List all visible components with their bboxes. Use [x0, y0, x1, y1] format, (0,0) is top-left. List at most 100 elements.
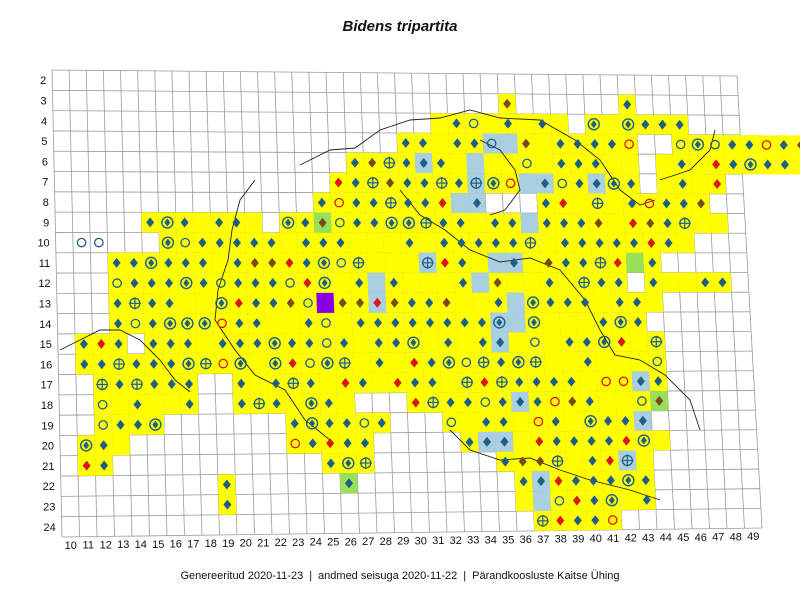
diamond-in-circle-marker — [607, 177, 621, 190]
row-label: 5 — [41, 136, 47, 148]
diamond-marker — [150, 379, 159, 390]
grid-square — [337, 392, 356, 414]
diamond-marker — [166, 338, 175, 349]
diamond-in-circle-marker — [608, 496, 615, 505]
diamond-marker — [542, 218, 551, 229]
diamond-marker — [420, 177, 429, 188]
grid-square — [601, 114, 621, 135]
diamond-in-circle-marker — [515, 358, 522, 367]
grid-square — [471, 272, 490, 293]
open-circle-marker — [180, 237, 191, 248]
grid-square — [371, 372, 390, 393]
column-label: 32 — [450, 535, 462, 547]
open-circle-marker — [359, 418, 370, 428]
row-label: 19 — [41, 420, 53, 432]
open-circle-marker — [480, 397, 491, 407]
diamond-marker — [617, 336, 626, 347]
diamond-marker — [355, 277, 364, 288]
grid-square — [520, 213, 539, 233]
row-label: 9 — [43, 217, 49, 229]
diamond-marker — [436, 158, 445, 169]
grid-square — [126, 313, 145, 334]
coast-line — [59, 329, 191, 393]
grid-square — [330, 212, 349, 233]
open-circle-marker — [305, 358, 315, 369]
open-circle-marker — [334, 217, 345, 228]
grid-square — [532, 491, 552, 512]
diamond-marker — [583, 356, 592, 367]
diamond-marker — [386, 177, 395, 188]
column-label: 47 — [712, 532, 724, 544]
diamond-marker — [185, 378, 194, 389]
diamond-in-circle-marker — [388, 218, 395, 227]
diamond-marker — [302, 257, 311, 268]
diamond-marker — [199, 278, 208, 289]
diamond-marker — [590, 138, 599, 149]
open-circle-marker — [644, 198, 655, 209]
column-label: 13 — [117, 539, 129, 551]
grid-square — [470, 252, 489, 273]
diamond-marker — [623, 99, 632, 110]
diamond-marker — [655, 395, 664, 406]
diamond-in-circle-marker — [163, 317, 177, 330]
diamond-marker — [537, 476, 546, 487]
diamond-marker — [421, 197, 430, 208]
column-label: 24 — [310, 537, 322, 549]
row-label: 15 — [40, 339, 52, 351]
diamond-marker — [567, 376, 576, 387]
column-label: 36 — [520, 534, 532, 546]
diamond-marker — [544, 257, 553, 268]
diamond-marker — [377, 417, 386, 428]
grid-square — [499, 133, 518, 154]
grid-square — [213, 313, 232, 334]
diamond-marker — [446, 397, 455, 408]
diamond-in-circle-marker — [309, 419, 316, 428]
coastline — [59, 109, 716, 501]
row-label: 7 — [42, 177, 48, 189]
row-label: 11 — [39, 258, 50, 270]
grid-square — [108, 272, 126, 294]
diamond-in-circle-marker — [410, 338, 417, 347]
diamond-marker — [483, 436, 491, 447]
diamond-marker — [442, 297, 451, 308]
grid-square — [366, 232, 385, 253]
column-label: 10 — [65, 540, 77, 552]
grid-square — [383, 232, 402, 253]
diamond-marker — [408, 317, 417, 328]
open-circle-marker — [554, 495, 565, 506]
grid-square — [678, 272, 698, 293]
grid-square — [483, 153, 502, 174]
grid-square — [195, 293, 214, 314]
grid-square — [605, 193, 624, 214]
diamond-marker — [498, 396, 507, 407]
grid-square — [476, 392, 495, 413]
diamond-marker — [374, 317, 383, 328]
open-circle-marker — [637, 396, 647, 406]
grid-square — [690, 174, 710, 194]
diamond-marker — [223, 499, 232, 510]
diamond-marker — [474, 237, 483, 248]
grid-square — [517, 153, 536, 174]
open-circle-marker — [550, 396, 560, 407]
diamond-marker — [233, 257, 242, 268]
diamond-in-circle-marker — [442, 356, 456, 369]
diamond-marker — [779, 140, 788, 151]
diamond-in-circle-marker — [625, 120, 632, 129]
diamond-in-circle-marker — [530, 318, 537, 327]
grid-square — [279, 232, 298, 253]
diamond-marker — [100, 460, 109, 471]
coast-line — [449, 429, 661, 501]
diamond-marker — [663, 218, 672, 229]
diamond-in-circle-marker — [490, 179, 497, 188]
open-circle-marker — [446, 417, 457, 428]
diamond-marker — [404, 197, 413, 208]
grid-square — [355, 412, 374, 434]
diamond-marker — [130, 278, 139, 289]
diamond-in-circle-marker — [324, 359, 331, 368]
diamond-marker — [149, 358, 158, 369]
diamond-marker — [638, 415, 647, 426]
open-circle-marker — [321, 318, 331, 328]
diamond-marker — [268, 257, 277, 268]
diamond-marker — [411, 397, 420, 408]
diamond-in-circle-marker — [285, 218, 292, 227]
